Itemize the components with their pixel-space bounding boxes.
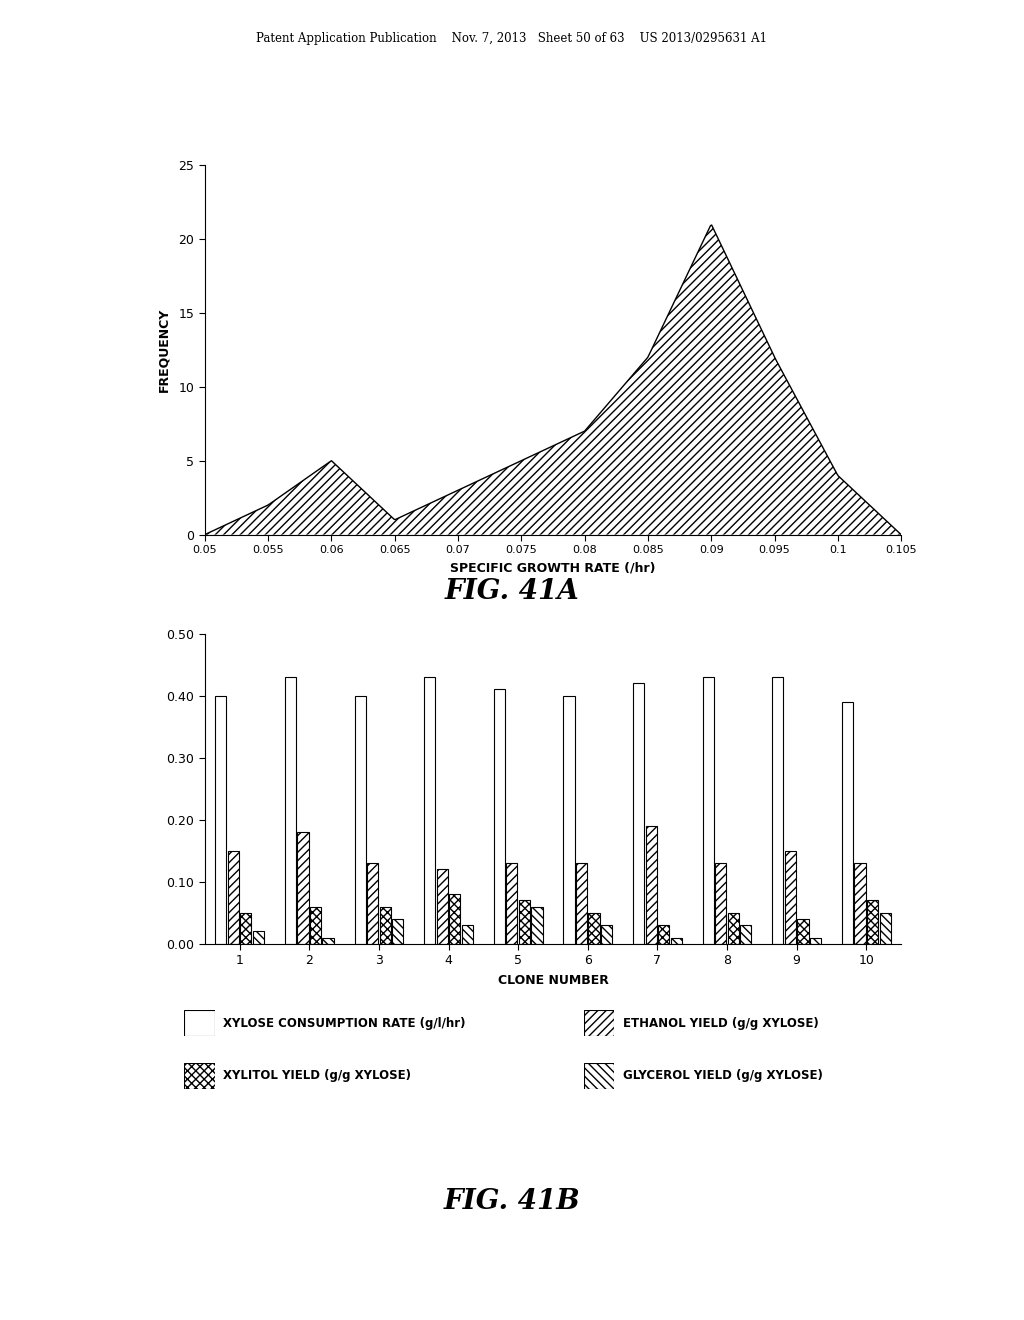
- Bar: [702, 677, 714, 944]
- X-axis label: SPECIFIC GROWTH RATE (/hr): SPECIFIC GROWTH RATE (/hr): [451, 562, 655, 576]
- Text: XYLOSE CONSUMPTION RATE (g/l/hr): XYLOSE CONSUMPTION RATE (g/l/hr): [223, 1016, 466, 1030]
- Bar: [658, 925, 670, 944]
- Bar: [645, 826, 656, 944]
- Text: FIG. 41A: FIG. 41A: [444, 578, 580, 605]
- Text: Patent Application Publication    Nov. 7, 2013   Sheet 50 of 63    US 2013/02956: Patent Application Publication Nov. 7, 2…: [256, 32, 768, 45]
- Bar: [506, 863, 517, 944]
- X-axis label: CLONE NUMBER: CLONE NUMBER: [498, 974, 608, 987]
- Bar: [285, 677, 296, 944]
- Bar: [772, 677, 783, 944]
- Text: FIG. 41B: FIG. 41B: [443, 1188, 581, 1214]
- Bar: [728, 913, 739, 944]
- Text: XYLITOL YIELD (g/g XYLOSE): XYLITOL YIELD (g/g XYLOSE): [223, 1069, 412, 1082]
- Bar: [323, 937, 334, 944]
- Y-axis label: FREQUENCY: FREQUENCY: [157, 308, 170, 392]
- Bar: [842, 702, 853, 944]
- Bar: [633, 684, 644, 944]
- Bar: [671, 937, 682, 944]
- Bar: [880, 913, 891, 944]
- Bar: [715, 863, 726, 944]
- Bar: [380, 907, 391, 944]
- Bar: [436, 870, 447, 944]
- Bar: [867, 900, 879, 944]
- Bar: [601, 925, 612, 944]
- Bar: [854, 863, 865, 944]
- Bar: [424, 677, 435, 944]
- Bar: [575, 863, 587, 944]
- Bar: [784, 851, 796, 944]
- Bar: [310, 907, 322, 944]
- Text: ETHANOL YIELD (g/g XYLOSE): ETHANOL YIELD (g/g XYLOSE): [623, 1016, 818, 1030]
- Bar: [354, 696, 366, 944]
- Bar: [589, 913, 600, 944]
- Bar: [227, 851, 239, 944]
- Bar: [297, 832, 308, 944]
- Bar: [563, 696, 574, 944]
- Bar: [494, 689, 505, 944]
- Bar: [450, 894, 461, 944]
- Bar: [531, 907, 543, 944]
- Bar: [392, 919, 403, 944]
- Bar: [241, 913, 252, 944]
- Bar: [519, 900, 530, 944]
- Bar: [740, 925, 752, 944]
- Text: GLYCEROL YIELD (g/g XYLOSE): GLYCEROL YIELD (g/g XYLOSE): [623, 1069, 822, 1082]
- Bar: [798, 919, 809, 944]
- Bar: [253, 932, 264, 944]
- Bar: [810, 937, 821, 944]
- Bar: [462, 925, 473, 944]
- Bar: [367, 863, 378, 944]
- Bar: [215, 696, 226, 944]
